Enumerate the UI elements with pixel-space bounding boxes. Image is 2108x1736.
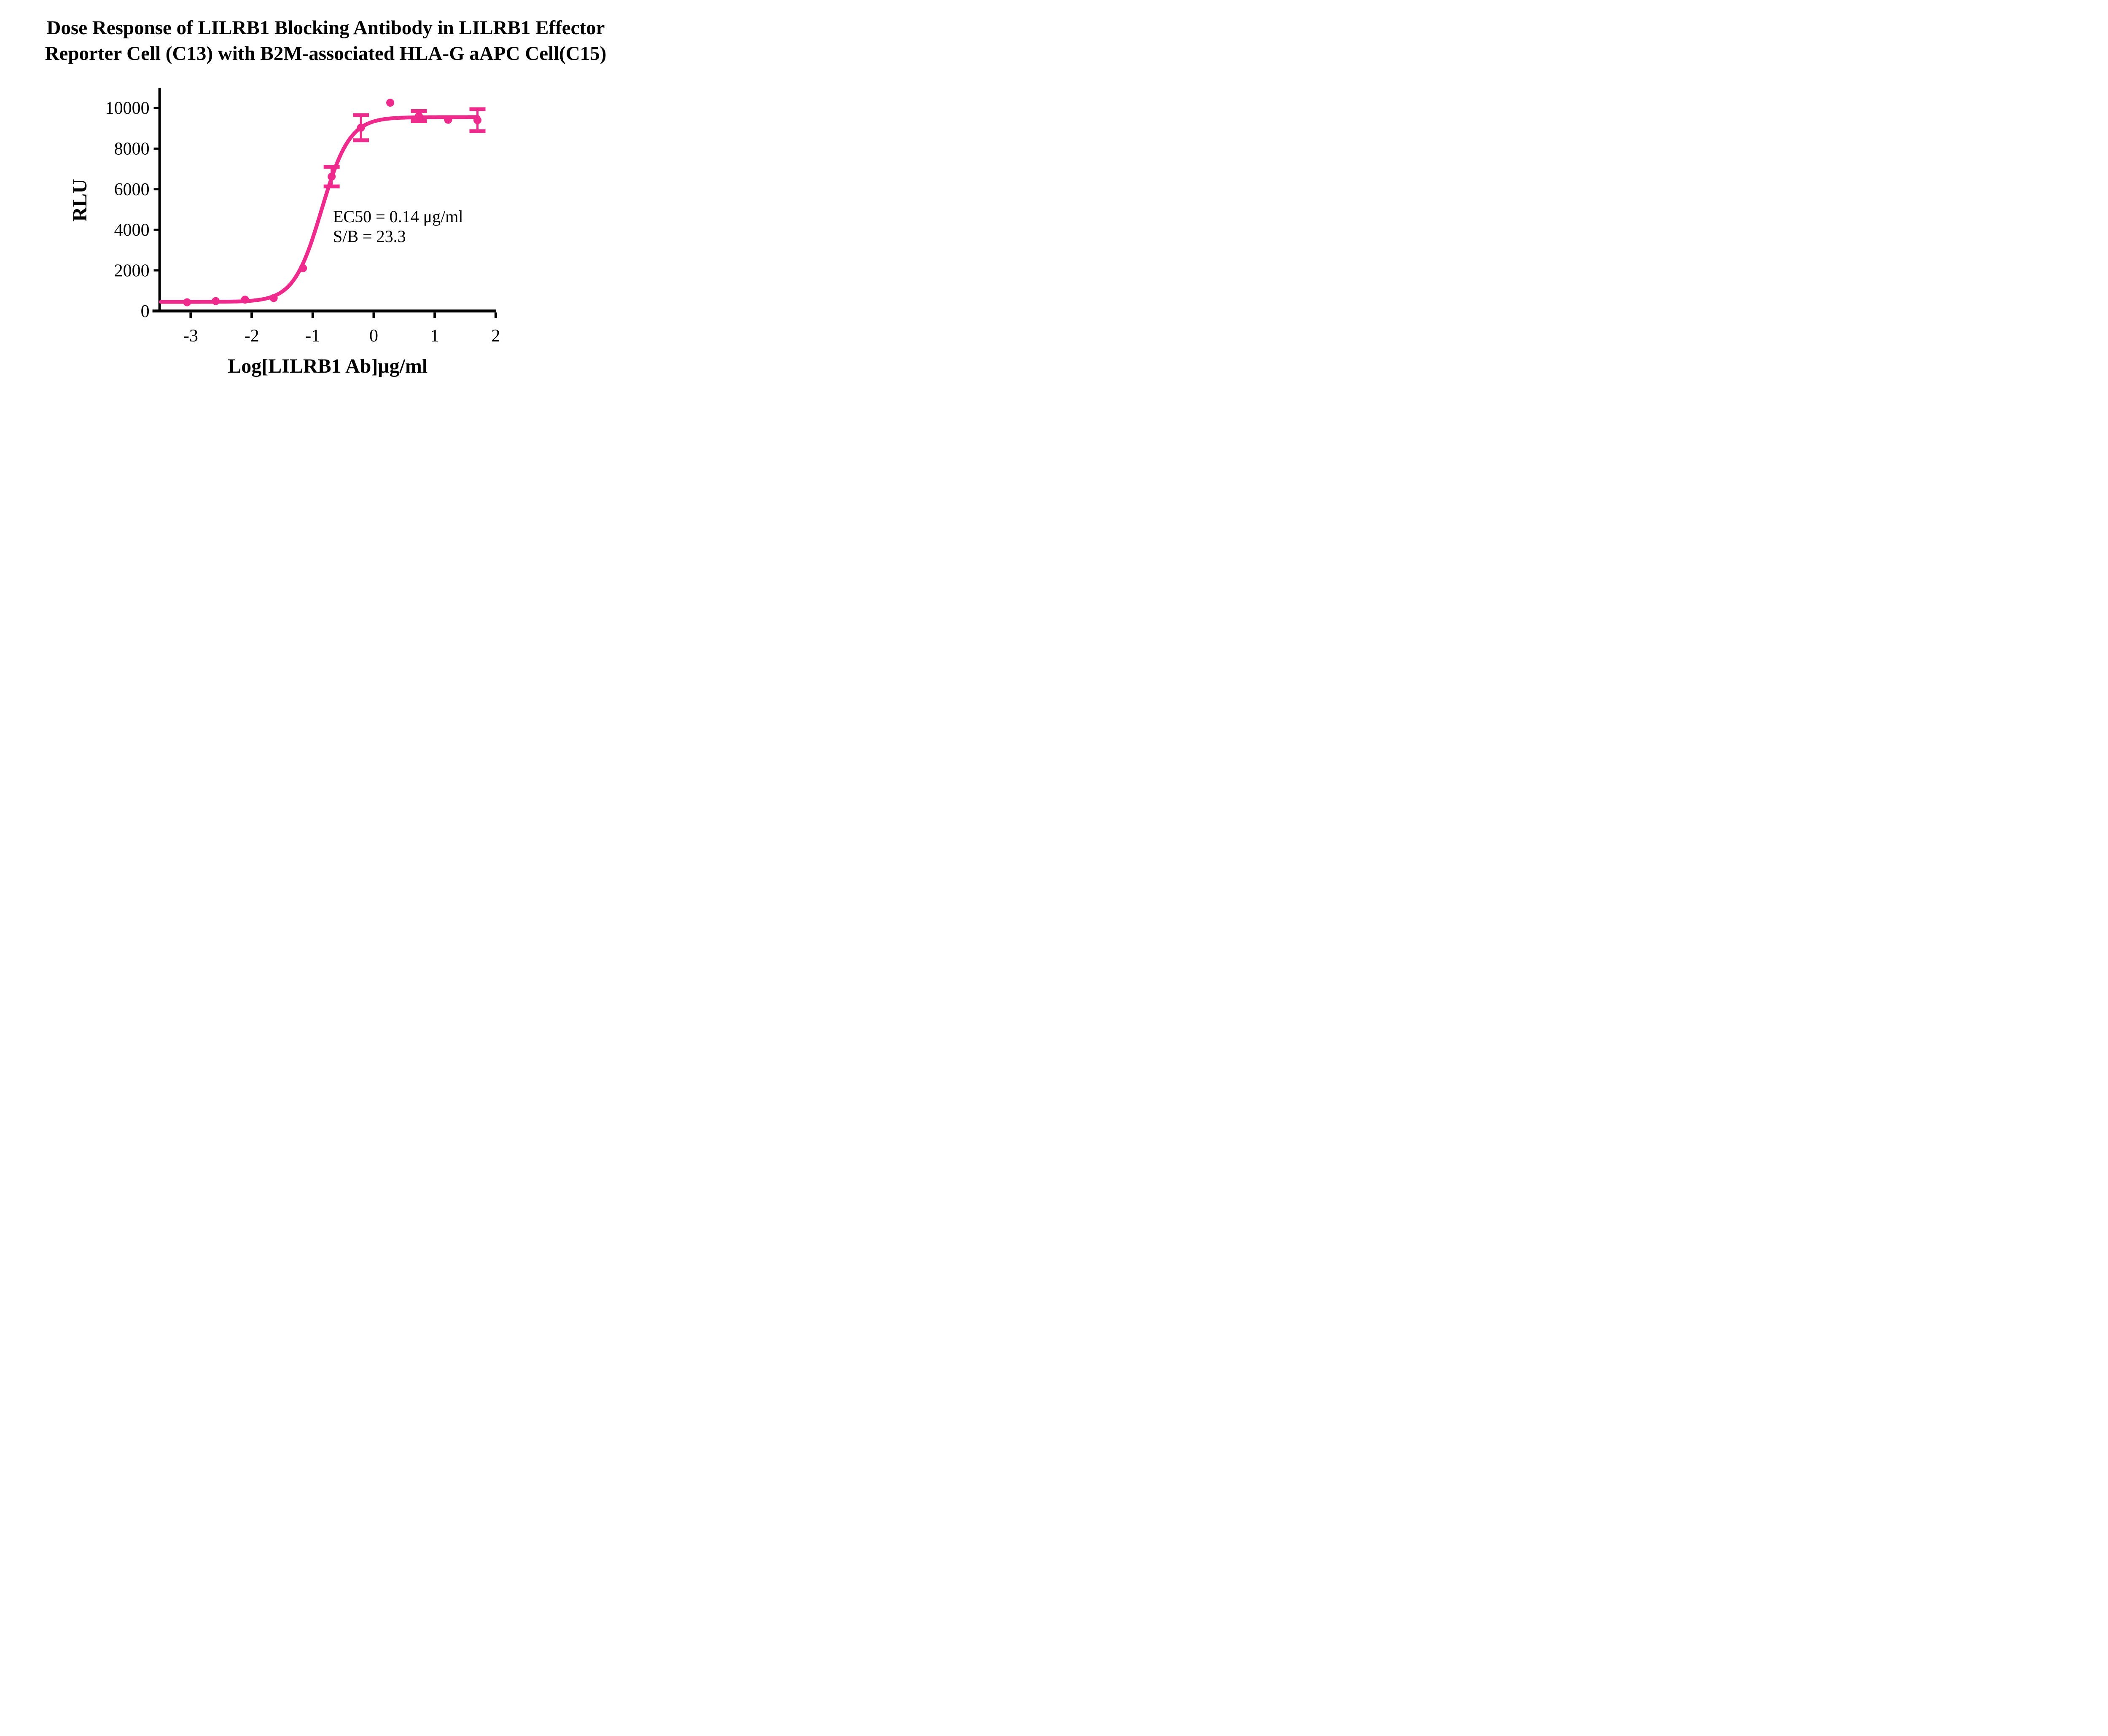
data-point	[415, 112, 423, 120]
y-tick-label: 0	[141, 302, 150, 321]
data-point	[212, 297, 220, 305]
data-point	[386, 99, 395, 107]
data-point	[473, 116, 481, 124]
signal-to-background-annotation: S/B = 23.3	[333, 227, 406, 246]
y-tick-label: 10000	[105, 99, 150, 118]
y-tick-label: 6000	[114, 180, 150, 199]
data-point	[183, 298, 191, 306]
y-tick-label: 8000	[114, 139, 150, 159]
data-point	[357, 124, 365, 132]
x-tick-label: 1	[430, 326, 439, 346]
x-tick-label: -2	[245, 326, 259, 346]
figure-canvas: Dose Response of LILRB1 Blocking Antibod…	[0, 0, 651, 388]
chart-title-line1: Dose Response of LILRB1 Blocking Antibod…	[46, 17, 605, 39]
y-axis-label: RLU	[69, 179, 91, 221]
data-point	[444, 116, 452, 124]
x-tick-label: -3	[183, 326, 198, 346]
data-point	[269, 294, 278, 302]
x-axis-label: Log[LILRB1 Ab]μg/ml	[228, 355, 428, 377]
x-tick-label: -1	[305, 326, 320, 346]
ec50-annotation: EC50 = 0.14 μg/ml	[333, 207, 463, 226]
data-point	[328, 172, 336, 181]
x-tick-label: 2	[491, 326, 500, 346]
data-point	[241, 296, 249, 304]
y-tick-label: 2000	[114, 261, 150, 280]
chart-title-line2: Reporter Cell (C13) with B2M-associated …	[45, 43, 607, 64]
dose-response-chart: -3 -2 -1 0 1 2 0 2000 4000 6000 8000 10000 Log[LILRB…	[69, 88, 500, 377]
x-tick-label: 0	[369, 326, 378, 346]
y-tick-label: 4000	[114, 220, 150, 240]
chart-title: Dose Response of LILRB1 Blocking Antibod…	[0, 15, 651, 67]
data-point	[299, 264, 307, 272]
